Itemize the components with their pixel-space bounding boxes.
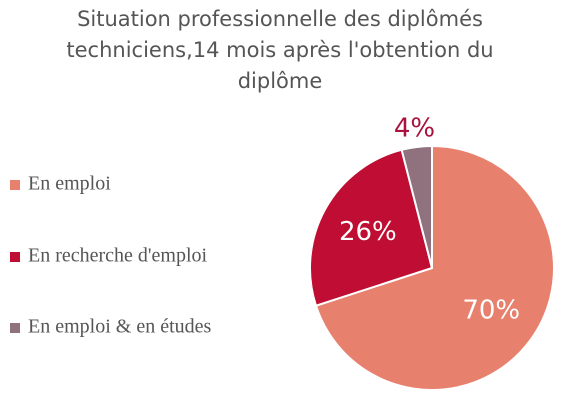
slice-label: 70% <box>462 296 520 326</box>
slice-label: 26% <box>339 217 397 247</box>
slice-label: 4% <box>394 114 435 144</box>
legend-label: En emploi <box>28 173 111 195</box>
pie-slice <box>309 148 434 307</box>
legend-label: En recherche d'emploi <box>28 245 208 267</box>
legend-marker <box>10 252 20 262</box>
legend-label: En emploi & en études <box>28 316 212 338</box>
pie-slice <box>400 144 433 269</box>
legend-marker <box>10 323 20 333</box>
chart-title: Situation professionnelle des diplômés t… <box>66 7 494 93</box>
legend-marker <box>10 180 20 190</box>
pie-slice <box>314 144 555 391</box>
